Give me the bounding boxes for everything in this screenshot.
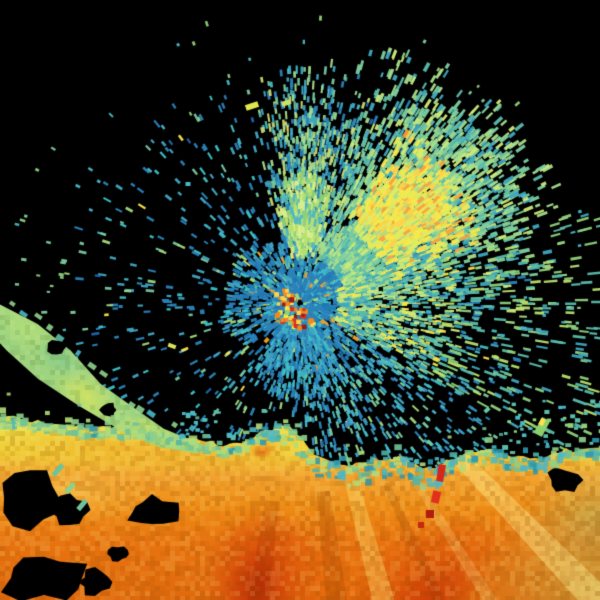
radar-ppi-display [0,0,600,600]
radar-reflectivity-canvas [0,0,600,600]
